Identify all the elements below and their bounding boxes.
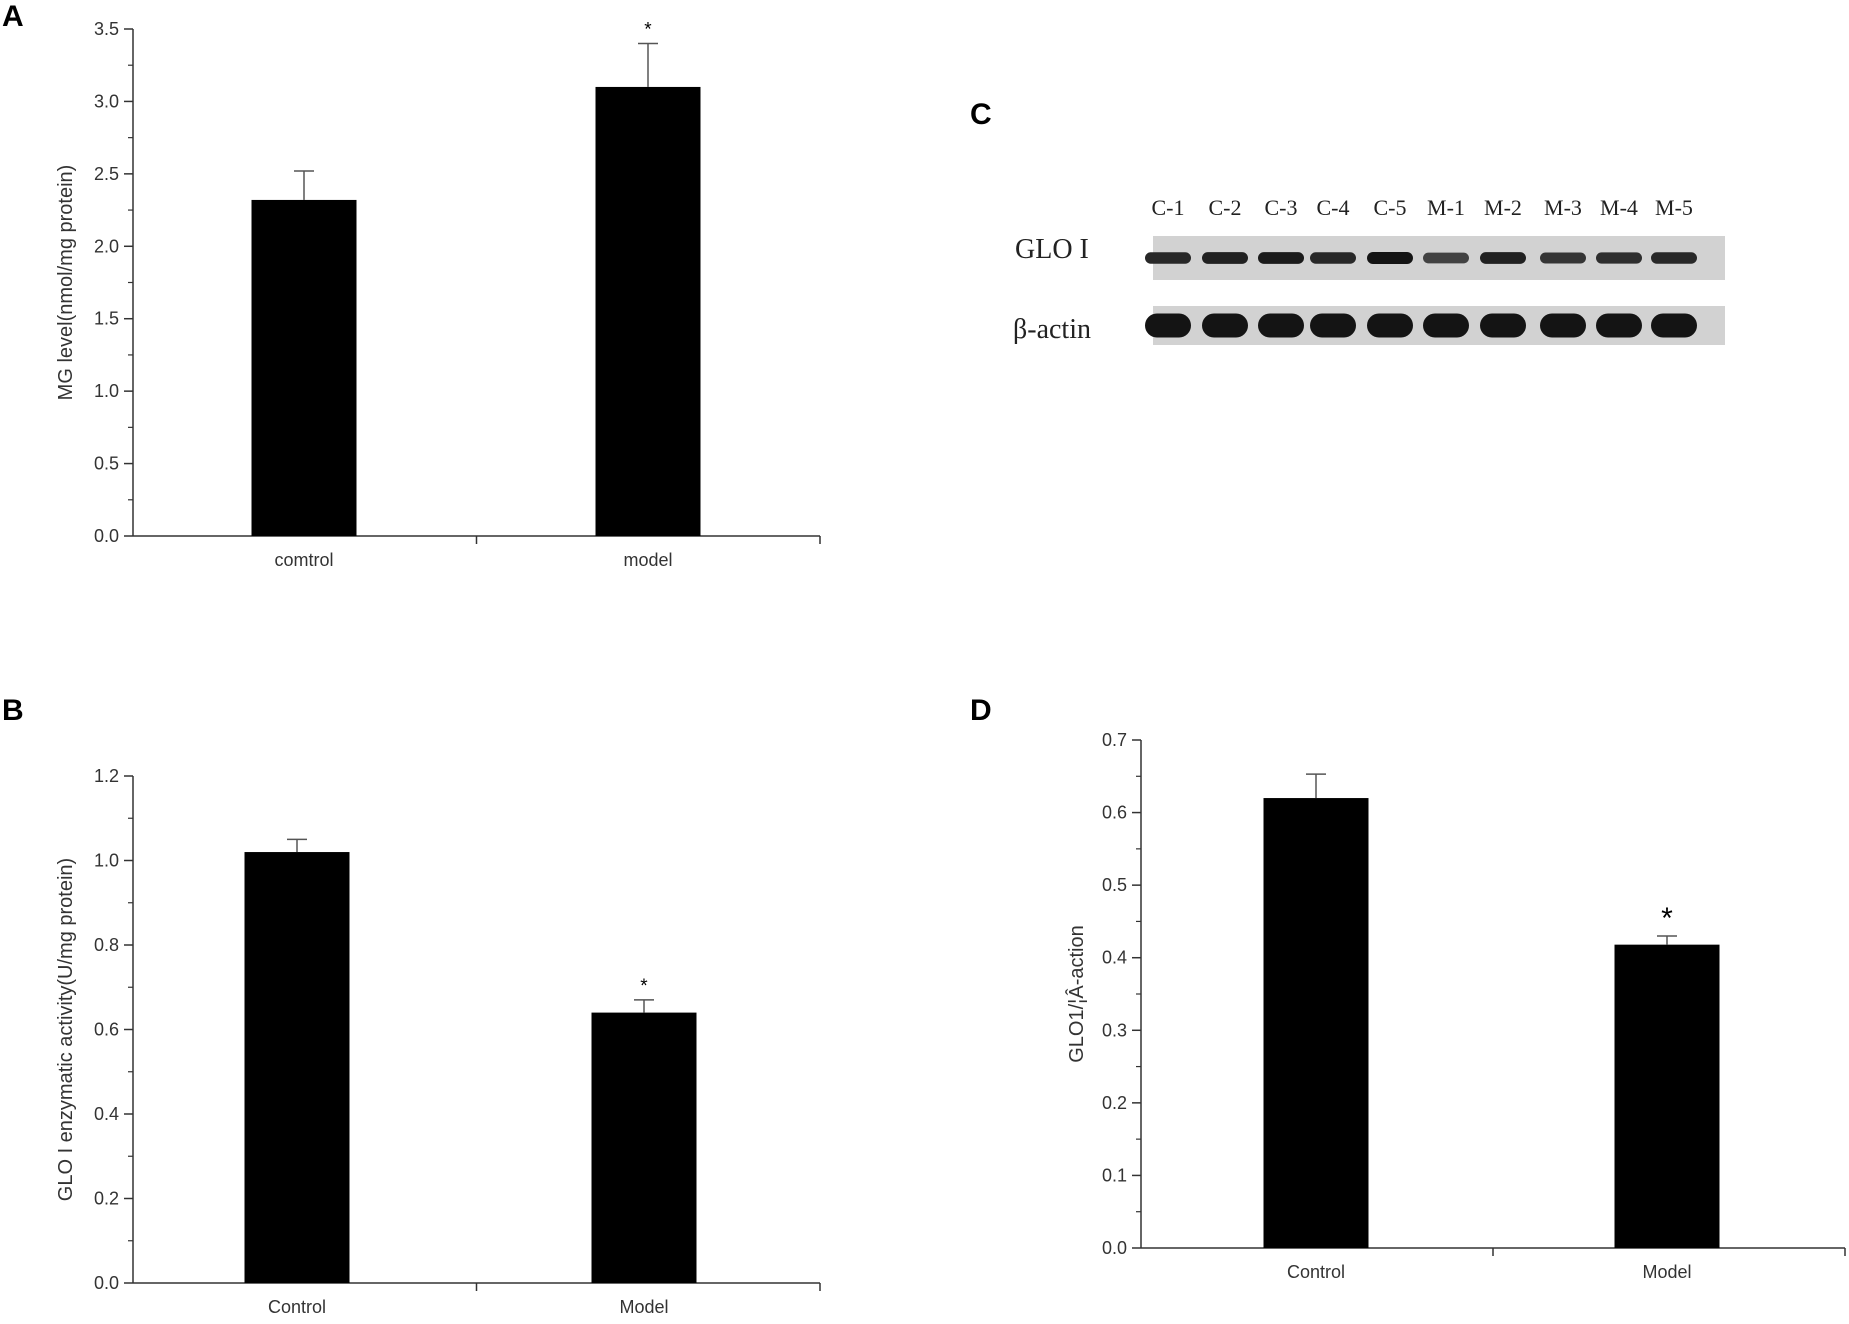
y-axis-label-a: MG level(nmol/mg protein): [55, 165, 77, 401]
y-tick-label-b: 1.0: [94, 851, 119, 871]
panel-label-d: D: [970, 694, 992, 727]
x-tick-label-a-1: model: [623, 550, 672, 570]
y-axis-label-b: GLO I enzymatic activity(U/mg protein): [55, 858, 77, 1201]
blot-band: [1540, 252, 1586, 264]
significance-star-d: *: [1661, 902, 1673, 935]
blot-band: [1145, 252, 1191, 264]
y-tick-label-b: 0.6: [94, 1020, 119, 1040]
blot-band: [1651, 252, 1697, 264]
blot-band: [1480, 313, 1526, 338]
blot-band: [1310, 252, 1356, 264]
bar-a-1: [595, 86, 701, 536]
y-tick-label-b: 0.4: [94, 1104, 119, 1124]
blot-lane-label: M-2: [1484, 195, 1522, 220]
blot-band: [1367, 313, 1413, 338]
y-tick-label-b: 0.0: [94, 1273, 119, 1293]
y-tick-label-d: 0.5: [1102, 875, 1127, 895]
blot-lane-label: C-5: [1374, 195, 1407, 220]
bar-d-0: [1263, 798, 1369, 1248]
blot-band: [1367, 252, 1413, 264]
blot-band: [1310, 313, 1356, 338]
blot-band: [1258, 252, 1304, 264]
y-tick-label-d: 0.7: [1102, 730, 1127, 750]
y-tick-label-d: 0.4: [1102, 948, 1127, 968]
y-tick-label-b: 0.8: [94, 935, 119, 955]
y-tick-label-d: 0.1: [1102, 1165, 1127, 1185]
y-tick-label-a: 3.0: [94, 91, 119, 111]
x-tick-label-d-1: Model: [1642, 1262, 1691, 1282]
y-axis-label-d: GLO1/¦Â-action: [1065, 925, 1088, 1062]
blot-row-label: GLO I: [1015, 234, 1089, 265]
blot-lane-label: M-1: [1427, 195, 1465, 220]
blot-band: [1651, 313, 1697, 338]
x-tick-label-d-0: Control: [1287, 1262, 1345, 1282]
blot-band: [1596, 252, 1642, 264]
significance-star-a: *: [644, 19, 652, 40]
chart-b-glo-activity: 0.0 0.2 0.4 0.6 0.8 1.0 1.2 GLO I enzymatic act…: [55, 766, 821, 1317]
bar-b-1: [591, 1012, 697, 1283]
y-tick-label-a: 1.0: [94, 381, 119, 401]
blot-lane-label: M-3: [1544, 195, 1582, 220]
x-tick-label-b-1: Model: [619, 1297, 668, 1317]
blot-lane-label: C-4: [1317, 195, 1350, 220]
blot-row-label: β-actin: [1013, 314, 1091, 345]
y-tick-label-a: 1.5: [94, 309, 119, 329]
panel-label-a: A: [2, 0, 24, 33]
y-tick-label-a: 3.5: [94, 19, 119, 39]
western-blot: C-1 C-2 C-3 C-4 C-5 M-1 M-2 M-3 M-4 M-5 GLO I β-act…: [1013, 195, 1725, 345]
bar-a-0: [251, 199, 357, 536]
blot-band: [1540, 313, 1586, 338]
y-tick-label-a: 0.0: [94, 526, 119, 546]
x-tick-label-a-0: comtrol: [274, 550, 333, 570]
blot-lane-label: C-2: [1209, 195, 1242, 220]
panel-label-c: C: [970, 98, 992, 131]
y-tick-label-b: 0.2: [94, 1189, 119, 1209]
blot-band: [1258, 313, 1304, 338]
y-tick-label-b: 1.2: [94, 766, 119, 786]
blot-lane-label: M-4: [1600, 195, 1638, 220]
y-tick-label-d: 0.2: [1102, 1093, 1127, 1113]
blot-band: [1423, 252, 1469, 264]
blot-band: [1423, 313, 1469, 338]
chart-a-mg-level: 0.0 0.5 1.0 1.5 2.0 2.5 3.0 3.5 MG level(nmol/mg…: [55, 19, 821, 570]
y-tick-label-d: 0.3: [1102, 1020, 1127, 1040]
significance-star-b: *: [640, 976, 648, 997]
panel-label-b: B: [2, 694, 24, 727]
bar-b-0: [244, 852, 350, 1283]
y-tick-label-d: 0.0: [1102, 1238, 1127, 1258]
y-tick-label-a: 0.5: [94, 454, 119, 474]
bar-d-1: [1614, 944, 1720, 1248]
blot-lane-label: M-5: [1655, 195, 1693, 220]
blot-band: [1596, 313, 1642, 338]
blot-band: [1145, 313, 1191, 338]
blot-band: [1202, 252, 1248, 264]
y-tick-label-a: 2.5: [94, 164, 119, 184]
x-tick-label-b-0: Control: [268, 1297, 326, 1317]
blot-band: [1202, 313, 1248, 338]
y-tick-label-a: 2.0: [94, 236, 119, 256]
y-tick-label-d: 0.6: [1102, 803, 1127, 823]
blot-lane-label: C-3: [1265, 195, 1298, 220]
blot-band: [1480, 252, 1526, 264]
chart-d-glo1-ratio: 0.0 0.1 0.2 0.3 0.4 0.5 0.6 0.7 GLO1/¦Â-action Co…: [1065, 730, 1846, 1282]
blot-lane-label: C-1: [1152, 195, 1185, 220]
